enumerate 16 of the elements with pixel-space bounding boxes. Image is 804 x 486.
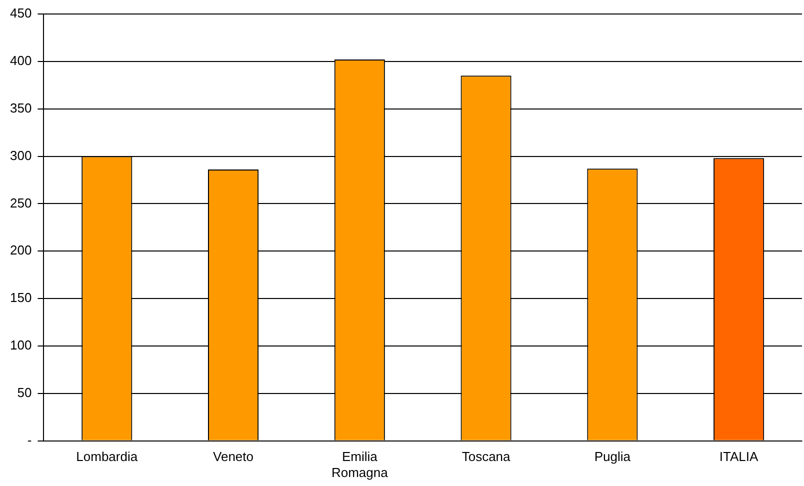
x-tick-label: Lombardia xyxy=(76,449,138,464)
x-tick-label: Veneto xyxy=(213,449,254,464)
y-tick-label: 200 xyxy=(10,242,32,258)
y-tick-label: 250 xyxy=(10,195,32,210)
y-tick-label: 100 xyxy=(10,338,32,353)
x-tick-label: ITALIA xyxy=(719,449,759,464)
y-tick-label: - xyxy=(27,432,32,448)
x-tick-label: Puglia xyxy=(594,449,632,464)
x-tick-label: Emilia Romagna xyxy=(331,449,389,480)
y-tick-label: 300 xyxy=(10,148,32,163)
x-tick-label: Toscana xyxy=(462,449,512,464)
y-tick-label: 450 xyxy=(10,6,32,21)
y-tick-label: 50 xyxy=(17,384,32,400)
y-tick-label: 350 xyxy=(10,100,32,116)
y-tick-label: 400 xyxy=(10,53,32,68)
y-tick-label: 150 xyxy=(10,290,32,306)
